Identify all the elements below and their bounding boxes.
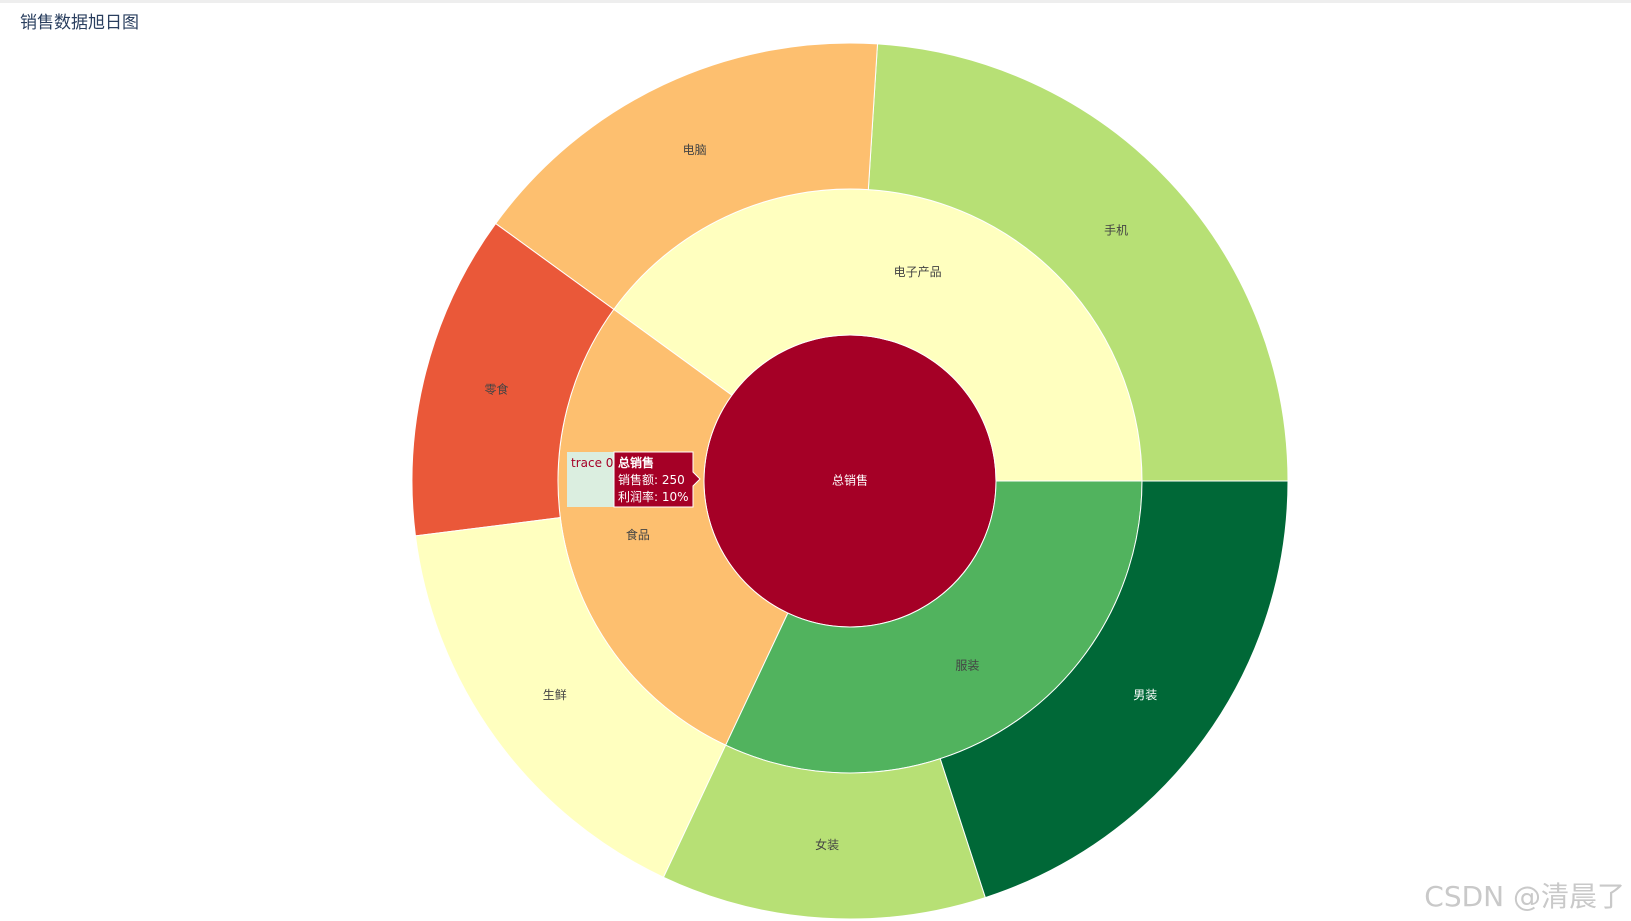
label-level2-1-0: 零食 [484,382,508,397]
label-level2-1-1: 生鲜 [543,688,567,702]
label-level1-1: 食品 [626,527,650,542]
chart-title: 销售数据旭日图 [20,13,139,33]
label-level2-0-1: 电脑 [683,143,707,157]
sector-level2-0-1[interactable] [494,42,879,311]
tooltip-trace-label: trace 0 [571,456,613,470]
tooltip-trace-box [567,452,614,507]
sector-level2-1-1[interactable] [414,517,727,878]
sector-level2-0-0[interactable] [867,43,1289,482]
sector-level2-2-1[interactable] [939,480,1289,899]
label-level2-2-0: 女装 [815,837,839,852]
label-level2-0-0: 手机 [1104,224,1128,238]
watermark: CSDN @清晨了 [1424,880,1625,913]
tooltip-body [613,451,701,508]
label-level1-2: 服装 [955,658,979,672]
hover-tooltip: trace 0 总销售 销售额: 250 利润率: 10% [567,451,701,508]
tooltip-profit: 利润率: 10% [618,489,689,504]
top-rule [0,0,1631,3]
tooltip-label: 总销售 [618,455,654,470]
label-level1-0: 电子产品 [894,265,942,279]
sunburst-arcs [411,42,1289,920]
label-root: 总销售 [832,473,868,488]
label-level2-2-1: 男装 [1133,688,1157,702]
tooltip-sales: 销售额: 250 [618,472,685,487]
